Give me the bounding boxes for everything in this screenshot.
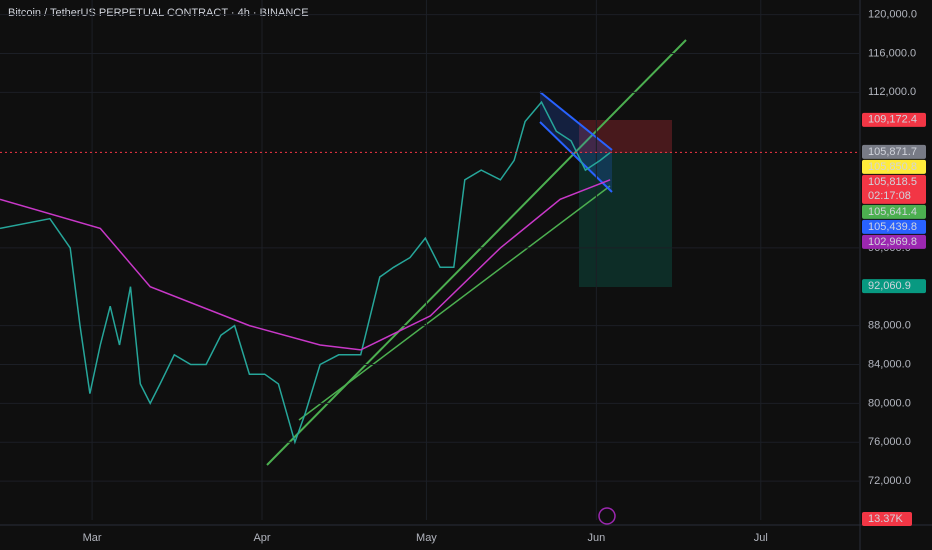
x-tick-label: May [416, 532, 437, 544]
y-tick-label: 80,000.0 [868, 397, 911, 409]
trend-line [266, 39, 687, 466]
y-tick-label: 76,000.0 [868, 436, 911, 448]
price-badge [862, 144, 926, 159]
channel-line [539, 121, 613, 193]
price-line [0, 100, 611, 445]
price-badge [862, 219, 926, 234]
y-tick-label: 72,000.0 [868, 475, 911, 487]
y-tick-label: 84,000.0 [868, 358, 911, 370]
x-tick-label: Jul [754, 532, 768, 544]
price-badge [862, 159, 926, 174]
y-tick-label: 116,000.0 [868, 47, 916, 59]
timer: 02:17:08 [868, 190, 911, 202]
y-tick-label: 88,000.0 [868, 320, 911, 332]
x-tick-label: Jun [587, 532, 605, 544]
chart-title: Bitcoin / TetherUS PERPETUAL CONTRACT · … [8, 7, 309, 19]
y-tick-label: 112,000.0 [868, 86, 916, 98]
volume-badge [862, 512, 912, 526]
price-badge [862, 234, 926, 249]
price-label: 92,060.9 [868, 280, 911, 292]
x-tick-label: Mar [83, 532, 102, 544]
price-badge [862, 204, 926, 219]
price-badge [862, 112, 926, 127]
price-label: 105,818.5 [868, 176, 917, 188]
channel-line [539, 91, 613, 151]
x-tick-label: Apr [253, 532, 270, 544]
price-label: 105,850.8 [868, 161, 917, 173]
volume-label: 13.37K [868, 513, 904, 525]
price-label: 105,439.8 [868, 221, 917, 233]
channel-fill [540, 92, 612, 192]
price-label: 109,172.4 [868, 114, 917, 126]
price-label: 105,871.7 [868, 146, 917, 158]
price-label: 105,641.4 [868, 206, 917, 218]
trend-line [298, 185, 611, 421]
price-line [0, 179, 611, 351]
price-badge [862, 279, 926, 294]
y-tick-label: 120,000.0 [868, 8, 917, 20]
price-badge [862, 174, 926, 204]
event-icon[interactable] [598, 507, 616, 525]
price-label: 102,969.8 [868, 236, 917, 248]
